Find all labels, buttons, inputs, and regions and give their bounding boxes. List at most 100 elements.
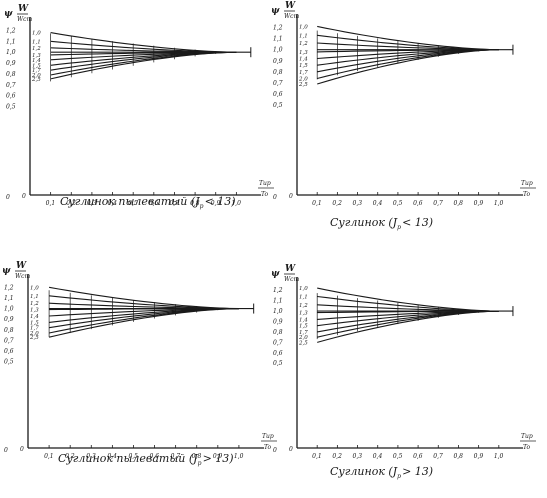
- x-tick-label: 1,0: [231, 200, 241, 207]
- series-label: 1,7: [32, 68, 41, 74]
- x-tick-label: 0,8: [192, 453, 202, 460]
- series-label: 2,5: [298, 340, 308, 346]
- x-label-denominator: To: [264, 444, 272, 451]
- series-label: 1,3: [299, 311, 308, 317]
- series-label: 2,0: [29, 331, 39, 337]
- x-tick-label: 0,7: [169, 200, 179, 207]
- w-label: W: [285, 264, 296, 274]
- w-label: W: [16, 261, 27, 271]
- x-label-numerator: Tир: [262, 433, 274, 440]
- x-tick-label: 0,5: [393, 200, 403, 207]
- x-tick-label: 0,9: [474, 200, 484, 207]
- chart-caption: Суглинок (J: [330, 465, 398, 478]
- series-label: 1,0: [299, 24, 308, 30]
- x-tick-label: 0,2: [66, 200, 76, 207]
- psi-tick-label: 0: [4, 447, 8, 454]
- x-tick-label: 0,4: [108, 200, 118, 207]
- psi-tick-label: 1,2: [6, 27, 16, 34]
- series-label: 1,4: [30, 314, 39, 320]
- x-tick-label: 1,0: [234, 453, 244, 460]
- psi-tick-label: 0,7: [273, 80, 283, 87]
- chart-caption-relation: < 13): [205, 195, 236, 208]
- chart-caption-sub: p: [200, 203, 204, 210]
- psi-tick-label: 0,8: [4, 327, 14, 334]
- psi-tick-label: 0,5: [273, 102, 283, 109]
- w-sub-label: Wст: [15, 273, 31, 280]
- series-label: 1,4: [299, 57, 308, 63]
- psi-tick-label: 0,5: [4, 359, 14, 366]
- series-label: 1,5: [30, 320, 39, 326]
- series-line: [317, 49, 499, 80]
- x-tick-label: 0,1: [312, 453, 322, 460]
- series-label: 1,7: [299, 70, 308, 76]
- series-label: 2,0: [298, 335, 308, 341]
- x-tick-label: 0,3: [87, 200, 97, 207]
- x-label-denominator: To: [523, 191, 531, 198]
- psi-tick-label: 0,6: [273, 350, 283, 357]
- series-label: 1,1: [32, 39, 41, 45]
- x-tick-label: 0,7: [433, 453, 443, 460]
- psi-tick-label: 1,0: [273, 47, 283, 54]
- origin-label: 0: [20, 446, 24, 453]
- psi-axis-symbol: ψ: [271, 6, 280, 16]
- psi-tick-label: 1,0: [6, 49, 16, 56]
- series-label: 1,1: [299, 33, 308, 39]
- series-label: 1,3: [32, 53, 41, 59]
- series-line: [317, 49, 499, 85]
- series-label: 1,0: [32, 31, 41, 37]
- x-tick-label: 0,6: [150, 453, 160, 460]
- psi-tick-label: 0,5: [6, 104, 16, 111]
- series-label: 1,0: [30, 285, 39, 291]
- psi-tick-label: 1,0: [4, 306, 14, 313]
- x-tick-label: 0,2: [332, 200, 342, 207]
- series-label: 1,2: [32, 46, 41, 52]
- series-label: 1,2: [30, 301, 39, 307]
- x-tick-label: 0,8: [453, 200, 463, 207]
- psi-tick-label: 0,6: [6, 93, 16, 100]
- x-tick-label: 0,1: [44, 453, 54, 460]
- series-line: [48, 308, 239, 334]
- x-tick-label: 0,3: [353, 453, 363, 460]
- series-label: 2,5: [298, 82, 308, 88]
- chart-caption: Суглинок пылеватый (J: [60, 195, 200, 208]
- x-tick-label: 0,6: [149, 200, 159, 207]
- x-tick-label: 0,3: [353, 200, 363, 207]
- psi-tick-label: 0: [6, 194, 10, 201]
- series-label: 2,0: [298, 76, 308, 82]
- chart-caption: Суглинок (J: [330, 216, 398, 229]
- psi-tick-label: 1,1: [4, 295, 14, 302]
- psi-tick-label: 0,8: [273, 69, 283, 76]
- series-label: 1,3: [30, 308, 39, 314]
- series-line: [48, 308, 239, 338]
- series-line: [49, 286, 239, 310]
- psi-tick-label: 0,8: [273, 329, 283, 336]
- psi-tick-label: 1,2: [273, 25, 283, 32]
- x-tick-label: 0,5: [128, 453, 138, 460]
- series-label: 2,5: [29, 335, 39, 341]
- psi-axis-symbol: ψ: [2, 266, 11, 276]
- series-line: [317, 25, 499, 51]
- x-label-denominator: To: [261, 191, 269, 198]
- w-sub-label: Wст: [17, 16, 33, 23]
- psi-tick-label: 1,1: [6, 38, 16, 45]
- origin-label: 0: [289, 446, 293, 453]
- psi-tick-label: 0,9: [273, 58, 283, 65]
- w-sub-label: Wст: [284, 13, 300, 20]
- series-line: [317, 310, 499, 343]
- x-label-numerator: Tир: [521, 433, 533, 440]
- series-label: 1,0: [299, 286, 308, 292]
- series-label: 1,1: [299, 294, 308, 300]
- x-tick-label: 0,7: [171, 453, 181, 460]
- x-tick-label: 0,6: [413, 453, 423, 460]
- x-tick-label: 0,7: [433, 200, 443, 207]
- x-tick-label: 0,4: [373, 453, 383, 460]
- x-tick-label: 0,5: [393, 453, 403, 460]
- psi-axis-symbol: ψ: [4, 9, 13, 19]
- x-tick-label: 0,1: [46, 200, 56, 207]
- psi-tick-label: 1,2: [4, 284, 14, 291]
- origin-label: 0: [289, 193, 293, 200]
- series-label: 1,4: [299, 317, 308, 323]
